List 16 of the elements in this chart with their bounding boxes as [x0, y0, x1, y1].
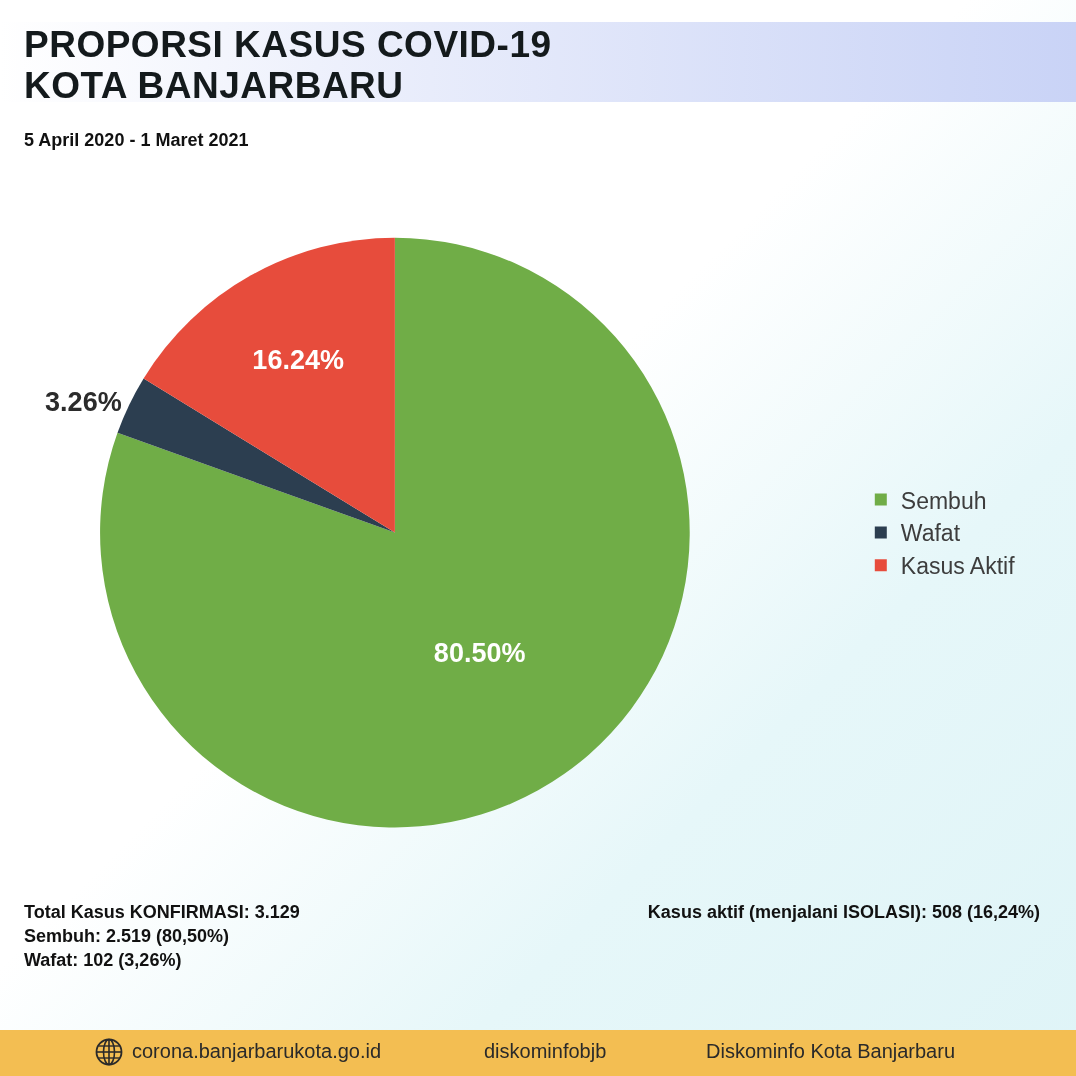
data-label: 3.26%	[45, 387, 122, 418]
text: Sembuh: 2.519 (80,50%)	[24, 926, 230, 947]
chart-title: PROPORSI KASUS COVID-19 KOTA BANJARBARU	[24, 24, 553, 106]
chart-subtitle: 5 April 2020 - 1 Maret 2021	[24, 130, 249, 151]
data-label: 80.50%	[433, 638, 526, 669]
legend-label: Wafat	[900, 520, 961, 547]
legend-label: Sembuh	[900, 487, 987, 514]
text: Diskominfo Kota Banjarbaru	[706, 1040, 956, 1063]
pie-slice	[143, 237, 395, 533]
text: Kasus aktif (menjalani ISOLASI): 508 (16,24%)	[647, 902, 1040, 923]
legend-label: Kasus Aktif	[900, 553, 1016, 580]
text: Wafat: 102 (3,26%)	[24, 950, 182, 971]
data-label: 16.24%	[252, 344, 344, 375]
text: diskominfobjb	[484, 1040, 607, 1063]
text: Total Kasus KONFIRMASI: 3.129	[24, 902, 300, 923]
text: corona.banjarbarukota.go.id	[132, 1040, 382, 1063]
